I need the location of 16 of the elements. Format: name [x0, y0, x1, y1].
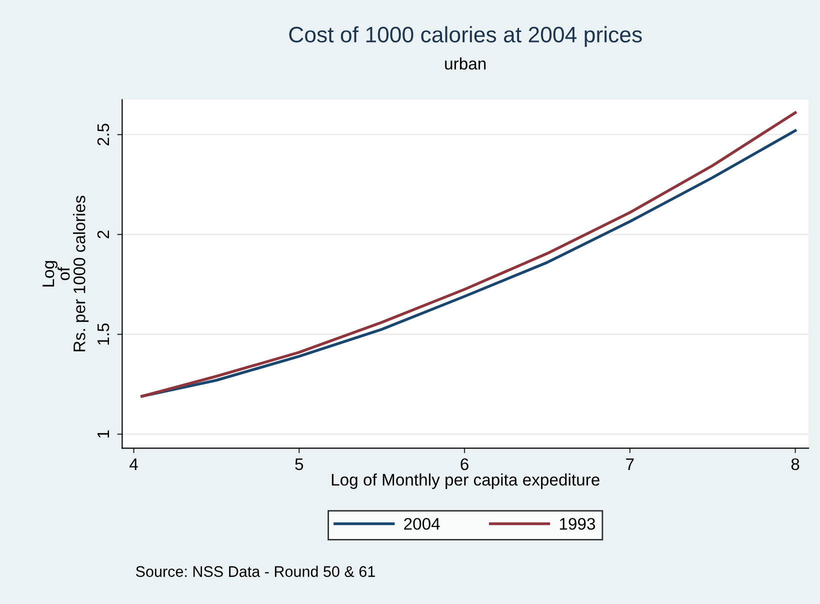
source-note: Source: NSS Data - Round 50 & 61 — [136, 566, 375, 577]
y-tick-label: 2 — [97, 230, 109, 238]
x-axis-title: Log of Monthly per capita expediture — [332, 473, 600, 489]
x-tick-label: 8 — [791, 458, 800, 470]
y-tick-label: 1 — [98, 430, 109, 438]
y-tick-label: 2.5 — [97, 124, 110, 146]
legend-label: 1993 — [560, 518, 596, 530]
y-axis-title: Log of Rs. per 1000 calories — [42, 196, 89, 352]
x-tick-label: 5 — [295, 458, 304, 470]
x-tick-label: 6 — [460, 458, 468, 470]
legend-label: 2004 — [404, 518, 440, 530]
x-tick-label: 4 — [130, 458, 138, 470]
y-tick-label: 1.5 — [98, 323, 110, 345]
chart-title: Cost of 1000 calories at 2004 prices — [289, 26, 642, 47]
x-tick-label: 7 — [626, 458, 634, 470]
chart-subtitle: urban — [445, 57, 486, 70]
